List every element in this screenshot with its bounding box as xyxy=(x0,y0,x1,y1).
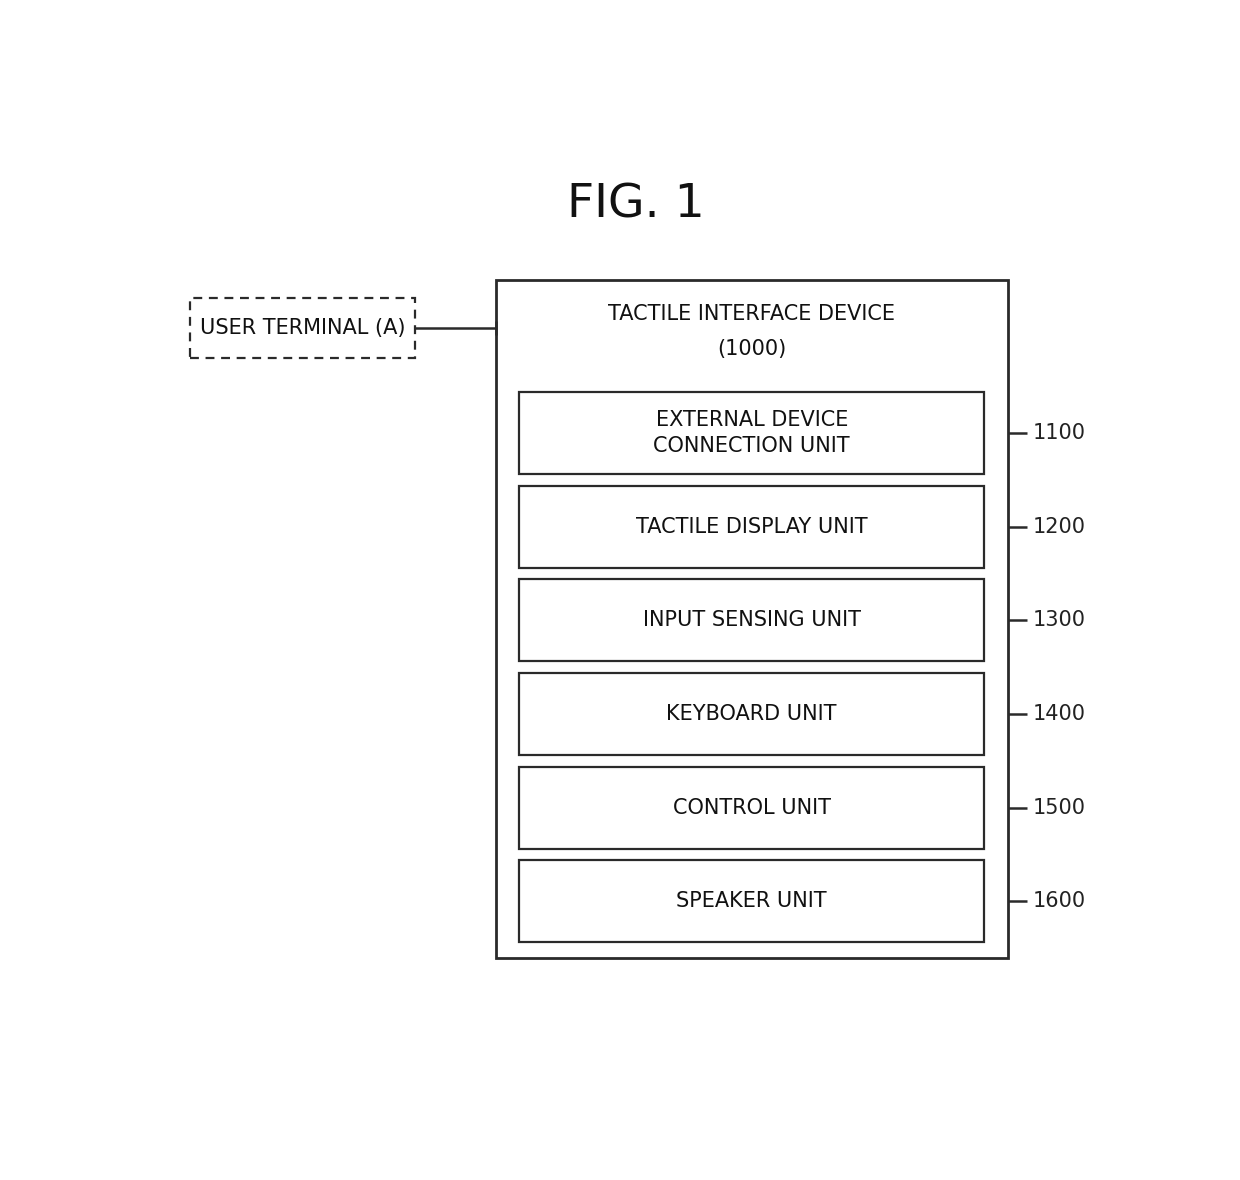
Text: 1600: 1600 xyxy=(1033,891,1086,911)
Text: 1200: 1200 xyxy=(1033,517,1086,537)
Bar xyxy=(496,280,1007,958)
Text: 1400: 1400 xyxy=(1033,704,1086,725)
Text: KEYBOARD UNIT: KEYBOARD UNIT xyxy=(667,704,837,725)
Text: EXTERNAL DEVICE
CONNECTION UNIT: EXTERNAL DEVICE CONNECTION UNIT xyxy=(653,409,851,457)
Bar xyxy=(520,767,985,848)
Text: SPEAKER UNIT: SPEAKER UNIT xyxy=(677,891,827,911)
Text: TACTILE INTERFACE DEVICE: TACTILE INTERFACE DEVICE xyxy=(609,304,895,324)
Bar xyxy=(520,860,985,943)
Text: 1300: 1300 xyxy=(1033,610,1086,630)
Bar xyxy=(520,579,985,661)
Bar xyxy=(190,297,414,358)
Text: 1100: 1100 xyxy=(1033,422,1086,442)
Bar xyxy=(520,485,985,568)
Text: TACTILE DISPLAY UNIT: TACTILE DISPLAY UNIT xyxy=(636,517,868,537)
Text: FIG. 1: FIG. 1 xyxy=(567,183,704,228)
Text: INPUT SENSING UNIT: INPUT SENSING UNIT xyxy=(642,610,861,630)
Text: CONTROL UNIT: CONTROL UNIT xyxy=(673,798,831,818)
Bar xyxy=(520,673,985,755)
Text: 1500: 1500 xyxy=(1033,798,1086,818)
Text: (1000): (1000) xyxy=(717,340,786,360)
Text: USER TERMINAL (A): USER TERMINAL (A) xyxy=(200,317,405,337)
Bar xyxy=(520,392,985,474)
